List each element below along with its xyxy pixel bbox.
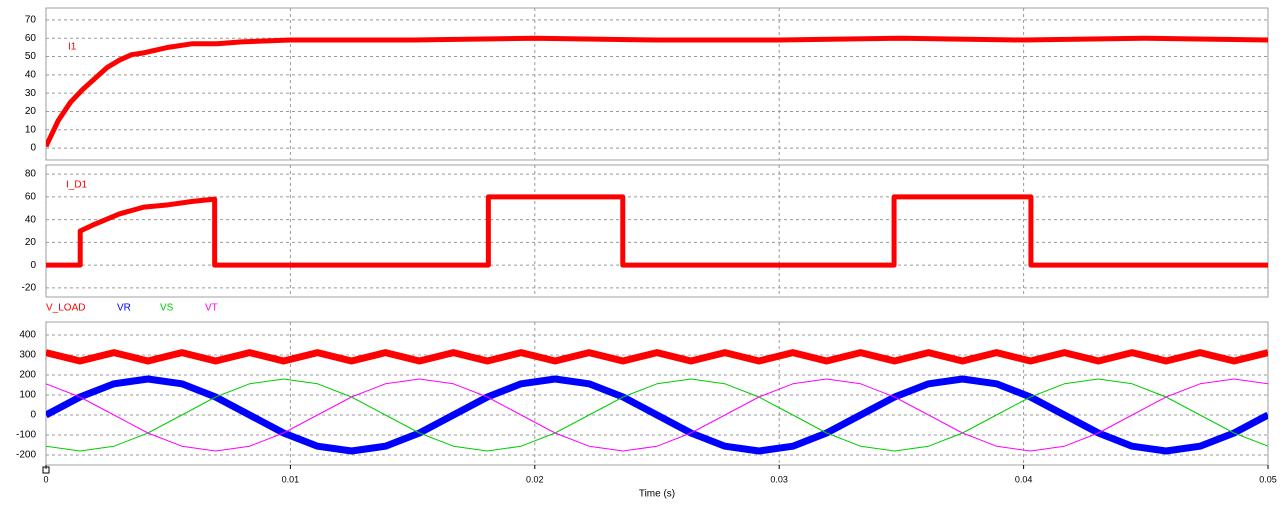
y-tick-label: 0 xyxy=(30,410,36,421)
legend-label: VR xyxy=(117,303,131,314)
x-tick-label: 0.03 xyxy=(770,474,788,484)
plot-frame xyxy=(45,164,1269,298)
y-tick-label: -200 xyxy=(16,450,36,461)
legend-label: VT xyxy=(205,303,218,314)
y-tick-label: 400 xyxy=(19,330,36,341)
series-line xyxy=(46,35,1268,148)
y-tick-label: 20 xyxy=(25,106,37,117)
legend-label: I1 xyxy=(68,42,77,53)
y-tick-label: 30 xyxy=(25,88,37,99)
y-tick-label: -20 xyxy=(22,283,37,294)
y-tick-label: 40 xyxy=(25,214,37,225)
x-tick-label: 0.02 xyxy=(526,474,544,484)
x-tick-label: 0 xyxy=(43,474,48,484)
y-tick-label: -100 xyxy=(16,430,36,441)
x-tick-label: 0.05 xyxy=(1259,474,1277,484)
y-tick-label: 80 xyxy=(25,169,37,180)
y-tick-label: 10 xyxy=(25,124,37,135)
y-tick-label: 300 xyxy=(19,350,36,361)
series-line xyxy=(46,375,1268,455)
series-line xyxy=(46,378,1268,452)
legend-label: V_LOAD xyxy=(46,303,85,314)
y-tick-label: 0 xyxy=(30,143,36,154)
y-tick-label: 100 xyxy=(19,390,36,401)
y-tick-label: 60 xyxy=(25,192,37,203)
legend-label: I_D1 xyxy=(66,180,88,191)
plot-frame xyxy=(45,7,1269,161)
x-tick-label: 0.01 xyxy=(282,474,300,484)
series-line xyxy=(46,349,1268,365)
y-tick-label: 40 xyxy=(25,69,37,80)
series-line xyxy=(46,378,1268,452)
x-tick-label: 0.04 xyxy=(1015,474,1033,484)
y-tick-label: 70 xyxy=(25,15,37,26)
series-line xyxy=(46,194,1268,268)
y-tick-label: 50 xyxy=(25,51,37,62)
y-tick-label: 60 xyxy=(25,33,37,44)
legend-label: VS xyxy=(160,303,174,314)
y-tick-label: 20 xyxy=(25,237,37,248)
plot-frame xyxy=(45,321,1269,466)
y-tick-label: 0 xyxy=(30,260,36,271)
x-axis-label: Time (s) xyxy=(639,489,675,500)
y-tick-label: 200 xyxy=(19,370,36,381)
